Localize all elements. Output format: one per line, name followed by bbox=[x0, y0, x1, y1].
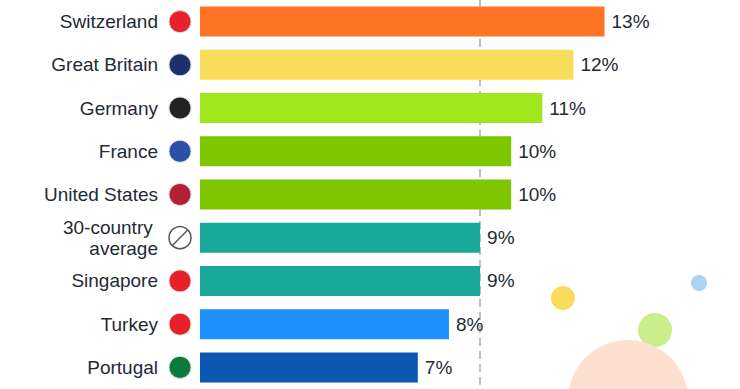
svg-text:10%: 10% bbox=[518, 141, 556, 162]
svg-text:Singapore: Singapore bbox=[71, 270, 158, 291]
svg-text:Germany: Germany bbox=[80, 98, 159, 119]
svg-text:30-country: 30-country bbox=[63, 217, 158, 238]
svg-text:Portugal: Portugal bbox=[87, 357, 158, 378]
svg-text:Turkey: Turkey bbox=[101, 314, 159, 335]
svg-text:average: average bbox=[89, 238, 158, 259]
svg-text:13%: 13% bbox=[612, 11, 650, 32]
svg-text:United States: United States bbox=[44, 184, 158, 205]
svg-text:9%: 9% bbox=[487, 227, 515, 248]
svg-text:12%: 12% bbox=[580, 54, 618, 75]
svg-text:10%: 10% bbox=[518, 184, 556, 205]
svg-text:Switzerland: Switzerland bbox=[60, 11, 158, 32]
svg-text:7%: 7% bbox=[425, 357, 453, 378]
svg-text:Great Britain: Great Britain bbox=[51, 54, 158, 75]
svg-text:8%: 8% bbox=[456, 314, 484, 335]
svg-text:France: France bbox=[99, 141, 158, 162]
svg-text:9%: 9% bbox=[487, 270, 515, 291]
svg-text:11%: 11% bbox=[549, 98, 586, 119]
